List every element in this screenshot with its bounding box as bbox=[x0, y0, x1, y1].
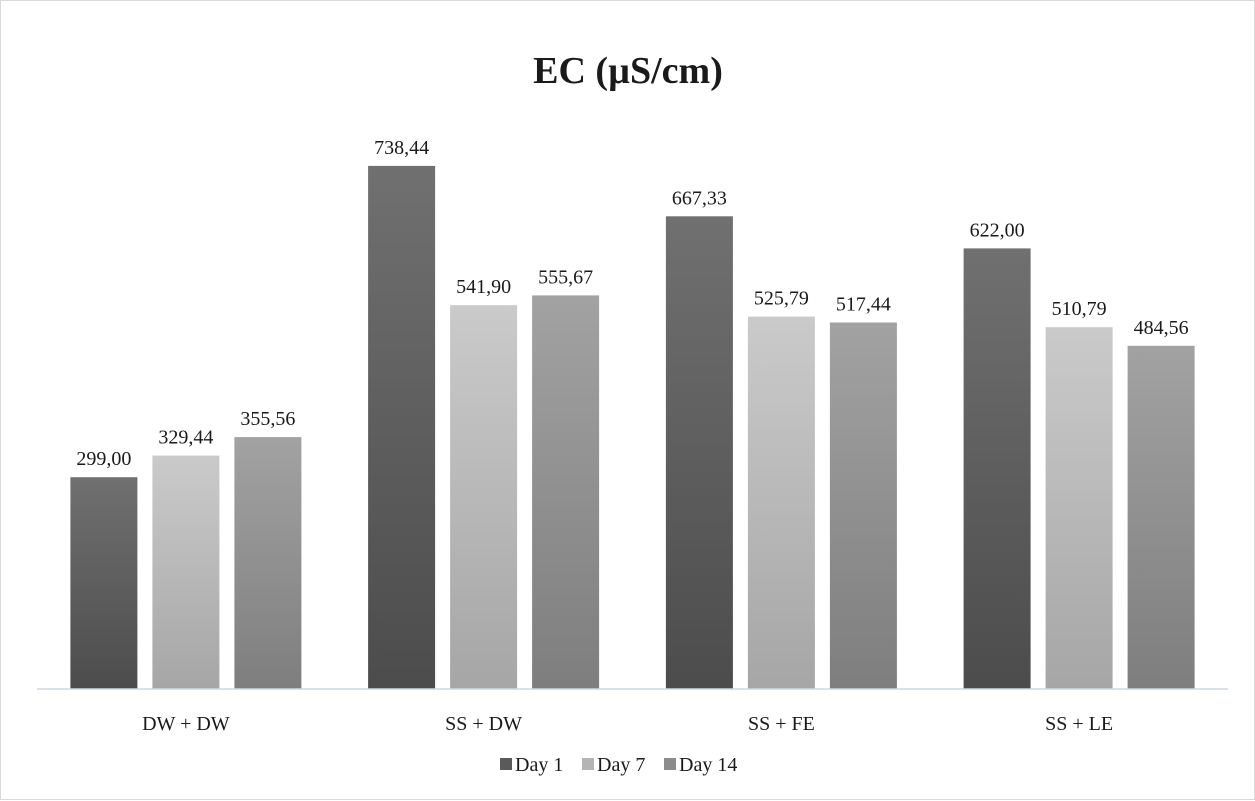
legend-label-day-14: Day 14 bbox=[679, 754, 737, 776]
data-labels-layer: 299,00 329,44 355,56 738,44 541,90 555,67 667,… bbox=[76, 137, 1188, 470]
bar-day-1-dw-dw bbox=[70, 477, 138, 689]
bar-day-7-ss-fe bbox=[747, 316, 815, 689]
data-label: 484,56 bbox=[1134, 317, 1189, 339]
data-label: 355,56 bbox=[240, 408, 295, 430]
chart-title: EC (µS/cm) bbox=[533, 50, 723, 92]
legend-swatch-day-1 bbox=[500, 758, 512, 770]
bar-day-1-ss-le bbox=[963, 248, 1031, 689]
bar-day-14-dw-dw bbox=[234, 437, 302, 689]
category-label: SS + DW bbox=[445, 713, 522, 735]
legend-label-day-7: Day 7 bbox=[597, 754, 645, 776]
category-label: SS + LE bbox=[1045, 713, 1113, 735]
data-label: 738,44 bbox=[374, 137, 429, 159]
bar-day-14-ss-fe bbox=[829, 322, 897, 689]
legend: Day 1 Day 7 Day 14 bbox=[500, 754, 737, 776]
bar-day-7-ss-le bbox=[1045, 327, 1113, 689]
bar-day-7-ss-dw bbox=[450, 305, 518, 689]
data-label: 299,00 bbox=[76, 448, 131, 470]
data-label: 517,44 bbox=[836, 294, 891, 316]
data-label: 510,79 bbox=[1052, 298, 1107, 320]
data-label: 555,67 bbox=[538, 266, 593, 288]
legend-swatch-day-7 bbox=[582, 758, 594, 770]
bar-day-7-dw-dw bbox=[152, 455, 220, 689]
bar-day-1-ss-dw bbox=[368, 165, 436, 689]
data-label: 667,33 bbox=[672, 187, 727, 209]
bar-day-14-ss-dw bbox=[532, 295, 600, 689]
data-label: 622,00 bbox=[970, 219, 1025, 241]
category-labels-layer: DW + DW SS + DW SS + FE SS + LE bbox=[142, 713, 1113, 735]
data-label: 541,90 bbox=[456, 276, 511, 298]
bar-day-14-ss-le bbox=[1127, 345, 1195, 689]
category-label: DW + DW bbox=[142, 713, 230, 735]
bar-day-1-ss-fe bbox=[665, 216, 733, 690]
legend-swatch-day-14 bbox=[664, 758, 676, 770]
legend-label-day-1: Day 1 bbox=[515, 754, 563, 776]
data-label: 525,79 bbox=[754, 288, 809, 310]
bars-layer bbox=[70, 165, 1195, 690]
category-label: SS + FE bbox=[748, 713, 815, 735]
data-label: 329,44 bbox=[158, 427, 213, 449]
